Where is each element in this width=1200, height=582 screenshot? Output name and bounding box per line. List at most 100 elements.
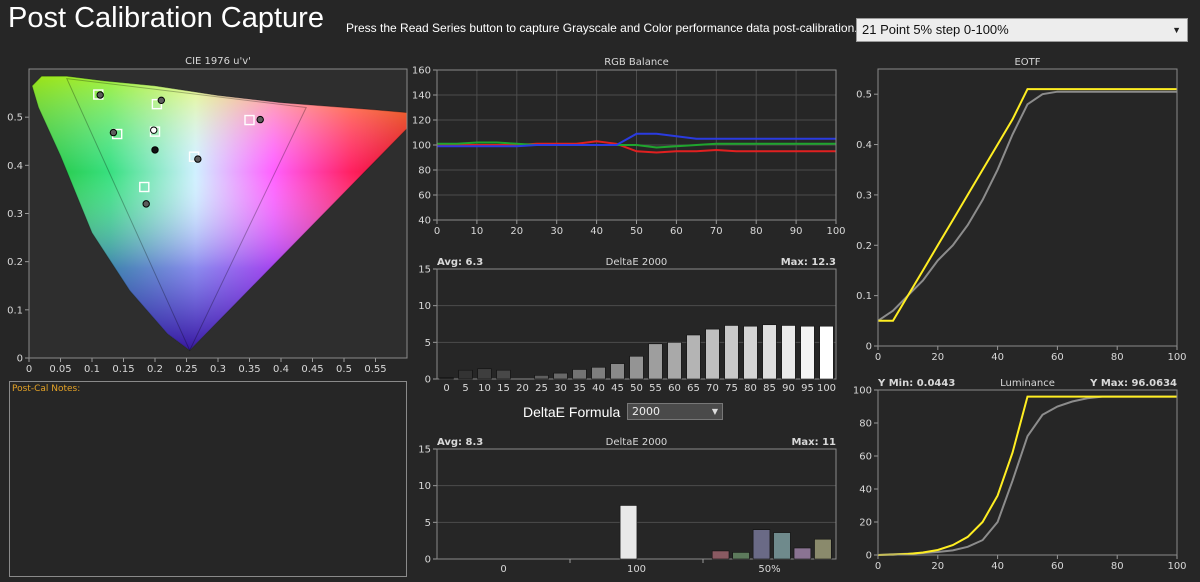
cie-ytick-label: 0.2 — [7, 257, 23, 268]
rgb-xtick-label: 30 — [550, 226, 563, 237]
chevron-down-icon: ▼ — [711, 407, 718, 416]
rgb-chart-title: RGB Balance — [604, 57, 669, 68]
cie-xtick-label: 0 — [26, 364, 32, 375]
rgb-xtick-label: 90 — [790, 226, 803, 237]
lum-chart-title: Luminance — [1000, 378, 1055, 389]
de2-bar — [793, 547, 812, 560]
deltae-formula-value: 2000 — [632, 405, 660, 418]
de1-xtick-label: 75 — [725, 383, 738, 394]
de1-bar — [781, 325, 796, 380]
cie-xtick-label: 0.2 — [147, 364, 163, 375]
cie-ytick-label: 0 — [17, 354, 23, 365]
cie-locus-outline — [31, 75, 407, 351]
cie-measured-point — [96, 91, 104, 99]
de2-xtick-label: 50% — [758, 564, 780, 575]
cie-measured-point — [157, 96, 166, 105]
eotf-xtick-label: 40 — [991, 352, 1004, 363]
eotf-chart-title: EOTF — [1014, 57, 1040, 68]
de1-bar — [572, 369, 587, 380]
de1-xtick-label: 50 — [630, 383, 643, 394]
cie-frame — [28, 68, 408, 359]
post-cal-notes-panel[interactable]: Post-Cal Notes: — [9, 381, 407, 577]
eotf-xtick-label: 80 — [1111, 352, 1124, 363]
de1-bar — [667, 342, 682, 380]
series-select-dropdown[interactable]: 21 Point 5% step 0-100% ▼ — [856, 18, 1188, 42]
cie-xtick-label: 0.15 — [112, 364, 134, 375]
lum-ytick-label: 20 — [859, 518, 872, 529]
de1-xtick-label: 20 — [516, 383, 529, 394]
lum-frame — [877, 389, 1178, 556]
eotf-ytick-label: 0 — [866, 342, 872, 353]
cie-target-square — [244, 114, 255, 126]
de2-bar — [752, 529, 771, 560]
lum-xtick-label: 20 — [931, 561, 944, 572]
rgb-ytick-label: 40 — [418, 216, 431, 227]
eotf-xtick-label: 100 — [1167, 352, 1186, 363]
de2-bar — [773, 532, 791, 560]
de1-xtick-label: 65 — [687, 383, 700, 394]
de1-bar — [591, 366, 606, 380]
deltae-formula-dropdown[interactable]: 2000 ▼ — [627, 403, 723, 420]
rgb-xtick-label: 80 — [750, 226, 763, 237]
cie-xtick-label: 0.5 — [336, 364, 352, 375]
cie-xtick-label: 0.35 — [238, 364, 260, 375]
cie-xtick-label: 0.05 — [49, 364, 71, 375]
de1-bar — [800, 325, 815, 380]
lum-xtick-label: 80 — [1111, 561, 1124, 572]
cie-xtick-label: 0.45 — [301, 364, 323, 375]
page-title: Post Calibration Capture — [8, 2, 324, 34]
de2-bar — [619, 505, 638, 560]
de1-xtick-label: 70 — [706, 383, 719, 394]
cie-xtick-label: 0.4 — [273, 364, 289, 375]
de1-ytick-label: 5 — [425, 338, 431, 349]
de2-ytick-label: 5 — [425, 518, 431, 529]
de1-title: DeltaE 2000 — [606, 257, 668, 268]
de1-xtick-label: 35 — [573, 383, 586, 394]
de1-xtick-label: 30 — [554, 383, 567, 394]
rgb-xtick-label: 100 — [826, 226, 845, 237]
eotf-series-gray_line-line — [877, 90, 1177, 322]
lum-ymin-label: Y Min: 0.0443 — [877, 378, 955, 389]
de2-title: DeltaE 2000 — [606, 437, 668, 448]
lum-ytick-label: 100 — [853, 386, 872, 397]
lum-ytick-label: 60 — [859, 452, 872, 463]
deltae-formula-label: DeltaE Formula — [523, 404, 621, 420]
eotf-ytick-label: 0.1 — [856, 291, 872, 302]
rgb-series-green-line — [437, 141, 836, 149]
rgb-ytick-label: 120 — [412, 116, 431, 127]
lum-ymax-label: Y Max: 96.0634 — [1089, 378, 1177, 389]
cie-ytick-label: 0.3 — [7, 209, 23, 220]
eotf-xtick-label: 20 — [931, 352, 944, 363]
eotf-ytick-label: 0.5 — [856, 90, 872, 101]
cie-chart-title: CIE 1976 u'v' — [185, 56, 251, 67]
cie-gamut-triangle — [65, 77, 307, 352]
rgb-frame — [436, 69, 837, 221]
de1-avg-label: Avg: 6.3 — [437, 257, 483, 268]
de1-bar — [629, 355, 644, 380]
de2-xtick-label: 100 — [627, 564, 646, 575]
lum-series-gray_line-line — [877, 395, 1177, 556]
rgb-xtick-label: 70 — [710, 226, 723, 237]
de1-xtick-label: 95 — [801, 383, 814, 394]
cie-ytick-label: 0.5 — [7, 113, 23, 124]
de1-xtick-label: 55 — [649, 383, 662, 394]
de1-bar — [705, 328, 720, 380]
cie-target-square — [139, 181, 150, 193]
de1-bar — [743, 325, 758, 380]
rgb-series-red-line — [437, 140, 836, 154]
de1-bar — [439, 377, 454, 380]
cie-xtick-label: 0.1 — [84, 364, 100, 375]
de2-bar — [814, 538, 832, 560]
eotf-series-yellow-line — [878, 88, 1177, 322]
de1-bar — [553, 372, 568, 380]
lum-ytick-label: 0 — [866, 551, 872, 562]
chevron-down-icon: ▼ — [1172, 25, 1181, 35]
de1-xtick-label: 100 — [817, 383, 836, 394]
de1-xtick-label: 25 — [535, 383, 548, 394]
rgb-ytick-label: 60 — [418, 191, 431, 202]
cie-measured-point — [194, 155, 202, 163]
de1-xtick-label: 10 — [478, 383, 491, 394]
de1-xtick-label: 90 — [782, 383, 795, 394]
lum-xtick-label: 100 — [1167, 561, 1186, 572]
instruction-text: Press the Read Series button to capture … — [346, 21, 858, 35]
